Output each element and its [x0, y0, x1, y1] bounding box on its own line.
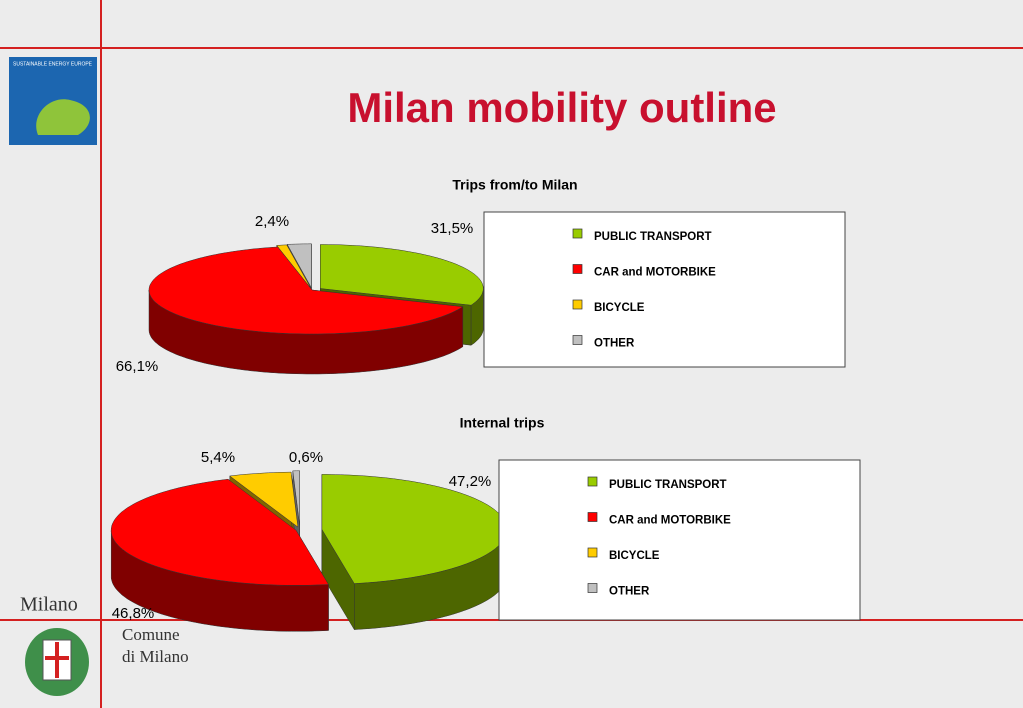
- legend: [483, 211, 846, 368]
- slice: [292, 470, 300, 526]
- legend-label: BICYCLE: [609, 550, 660, 562]
- slice: [320, 244, 484, 306]
- slice: [110, 478, 329, 586]
- legend-label: PUBLIC TRANSPORT: [609, 479, 727, 491]
- logo-text: SUSTAINABLE ENERGY EUROPE: [13, 61, 93, 67]
- legend-swatch: [587, 547, 598, 558]
- pie-chart: Internal trips 47,2% 46,8% 5,4% 0,6% PUBLIC T…: [110, 415, 861, 632]
- chart-title: Internal trips: [460, 415, 545, 431]
- legend-swatch: [572, 228, 583, 239]
- crest-cross: [45, 656, 69, 660]
- slide-title: Milan mobility outline: [347, 84, 776, 131]
- city-name: Milano: [20, 594, 78, 616]
- slice: [276, 244, 312, 289]
- municipality: di Milano: [122, 647, 189, 666]
- slice: [148, 246, 464, 335]
- legend-label: CAR and MOTORBIKE: [594, 267, 716, 279]
- legend-label: OTHER: [594, 338, 635, 350]
- data-label: 47,2%: [449, 473, 492, 490]
- data-label: 31,5%: [431, 220, 474, 237]
- legend-swatch: [587, 583, 598, 593]
- data-label: 0,6%: [289, 449, 323, 466]
- legend-label: BICYCLE: [594, 302, 645, 314]
- legend-label: PUBLIC TRANSPORT: [594, 231, 712, 243]
- municipality: Comune: [122, 625, 180, 644]
- crest: [25, 628, 89, 696]
- data-label: 2,4%: [255, 213, 289, 230]
- legend-swatch: [587, 476, 598, 487]
- slice: [229, 471, 299, 528]
- legend-label: OTHER: [609, 586, 650, 598]
- chart-title: Trips from/to Milan: [452, 177, 577, 193]
- logo: SUSTAINABLE ENERGY EUROPE: [9, 57, 97, 145]
- data-label: 66,1%: [116, 358, 159, 375]
- legend: [498, 459, 861, 621]
- legend-swatch: [572, 335, 583, 345]
- pie-chart: Trips from/to Milan 31,5% 66,1% 2,4% PUBLIC …: [116, 177, 846, 375]
- legend-label: CAR and MOTORBIKE: [609, 515, 731, 527]
- logo-shape: [36, 99, 90, 135]
- legend-swatch: [587, 512, 598, 522]
- legend-swatch: [572, 264, 583, 274]
- legend-swatch: [572, 299, 583, 310]
- data-label: 46,8%: [112, 605, 155, 622]
- data-label: 5,4%: [201, 449, 235, 466]
- slice: [286, 243, 312, 289]
